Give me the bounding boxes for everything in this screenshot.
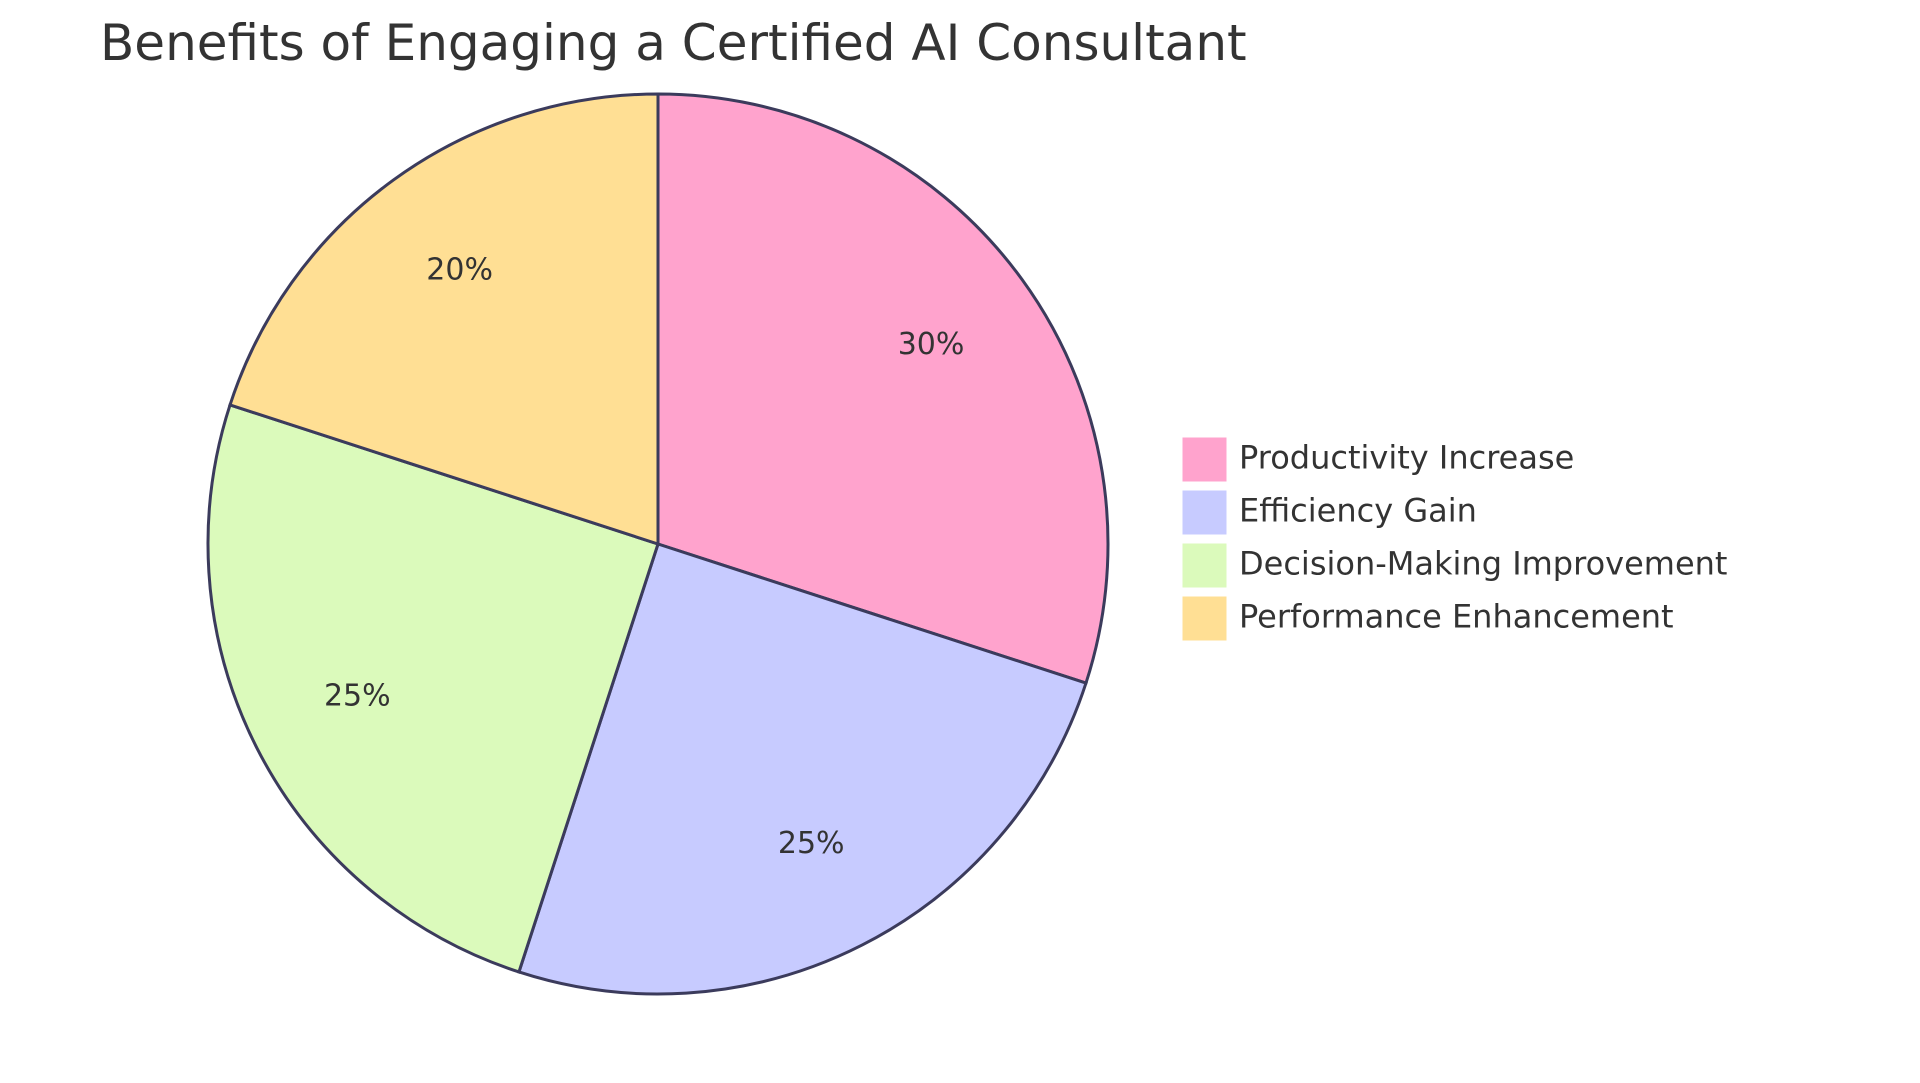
pie-slice-label: 20% xyxy=(426,252,493,287)
pie-slice-labels: 30% 25% 25% 20% xyxy=(324,252,964,861)
legend-swatch xyxy=(1181,595,1228,642)
legend-label: Productivity Increase xyxy=(1239,439,1574,477)
legend-label: Decision-Making Improvement xyxy=(1239,545,1727,583)
pie-slice-4 xyxy=(228,92,660,547)
pie-slice-1 xyxy=(656,92,1110,685)
pie-slice-label: 25% xyxy=(778,826,845,861)
pie-slice-3 xyxy=(206,403,660,974)
legend-swatch xyxy=(1181,436,1228,483)
legend-label: Performance Enhancement xyxy=(1239,598,1674,636)
chart-title: Benefits of Engaging a Certified AI Cons… xyxy=(100,14,1247,72)
legend-swatch xyxy=(1181,542,1228,589)
legend-label: Efficiency Gain xyxy=(1239,492,1477,530)
pie-slice-2 xyxy=(517,542,1088,996)
legend-swatch xyxy=(1181,489,1228,536)
legend: Productivity Increase Efficiency Gain Deci… xyxy=(1181,436,1727,642)
pie-slices xyxy=(206,92,1110,996)
pie-slice-label: 25% xyxy=(324,679,391,714)
pie-slice-label: 30% xyxy=(898,327,965,362)
